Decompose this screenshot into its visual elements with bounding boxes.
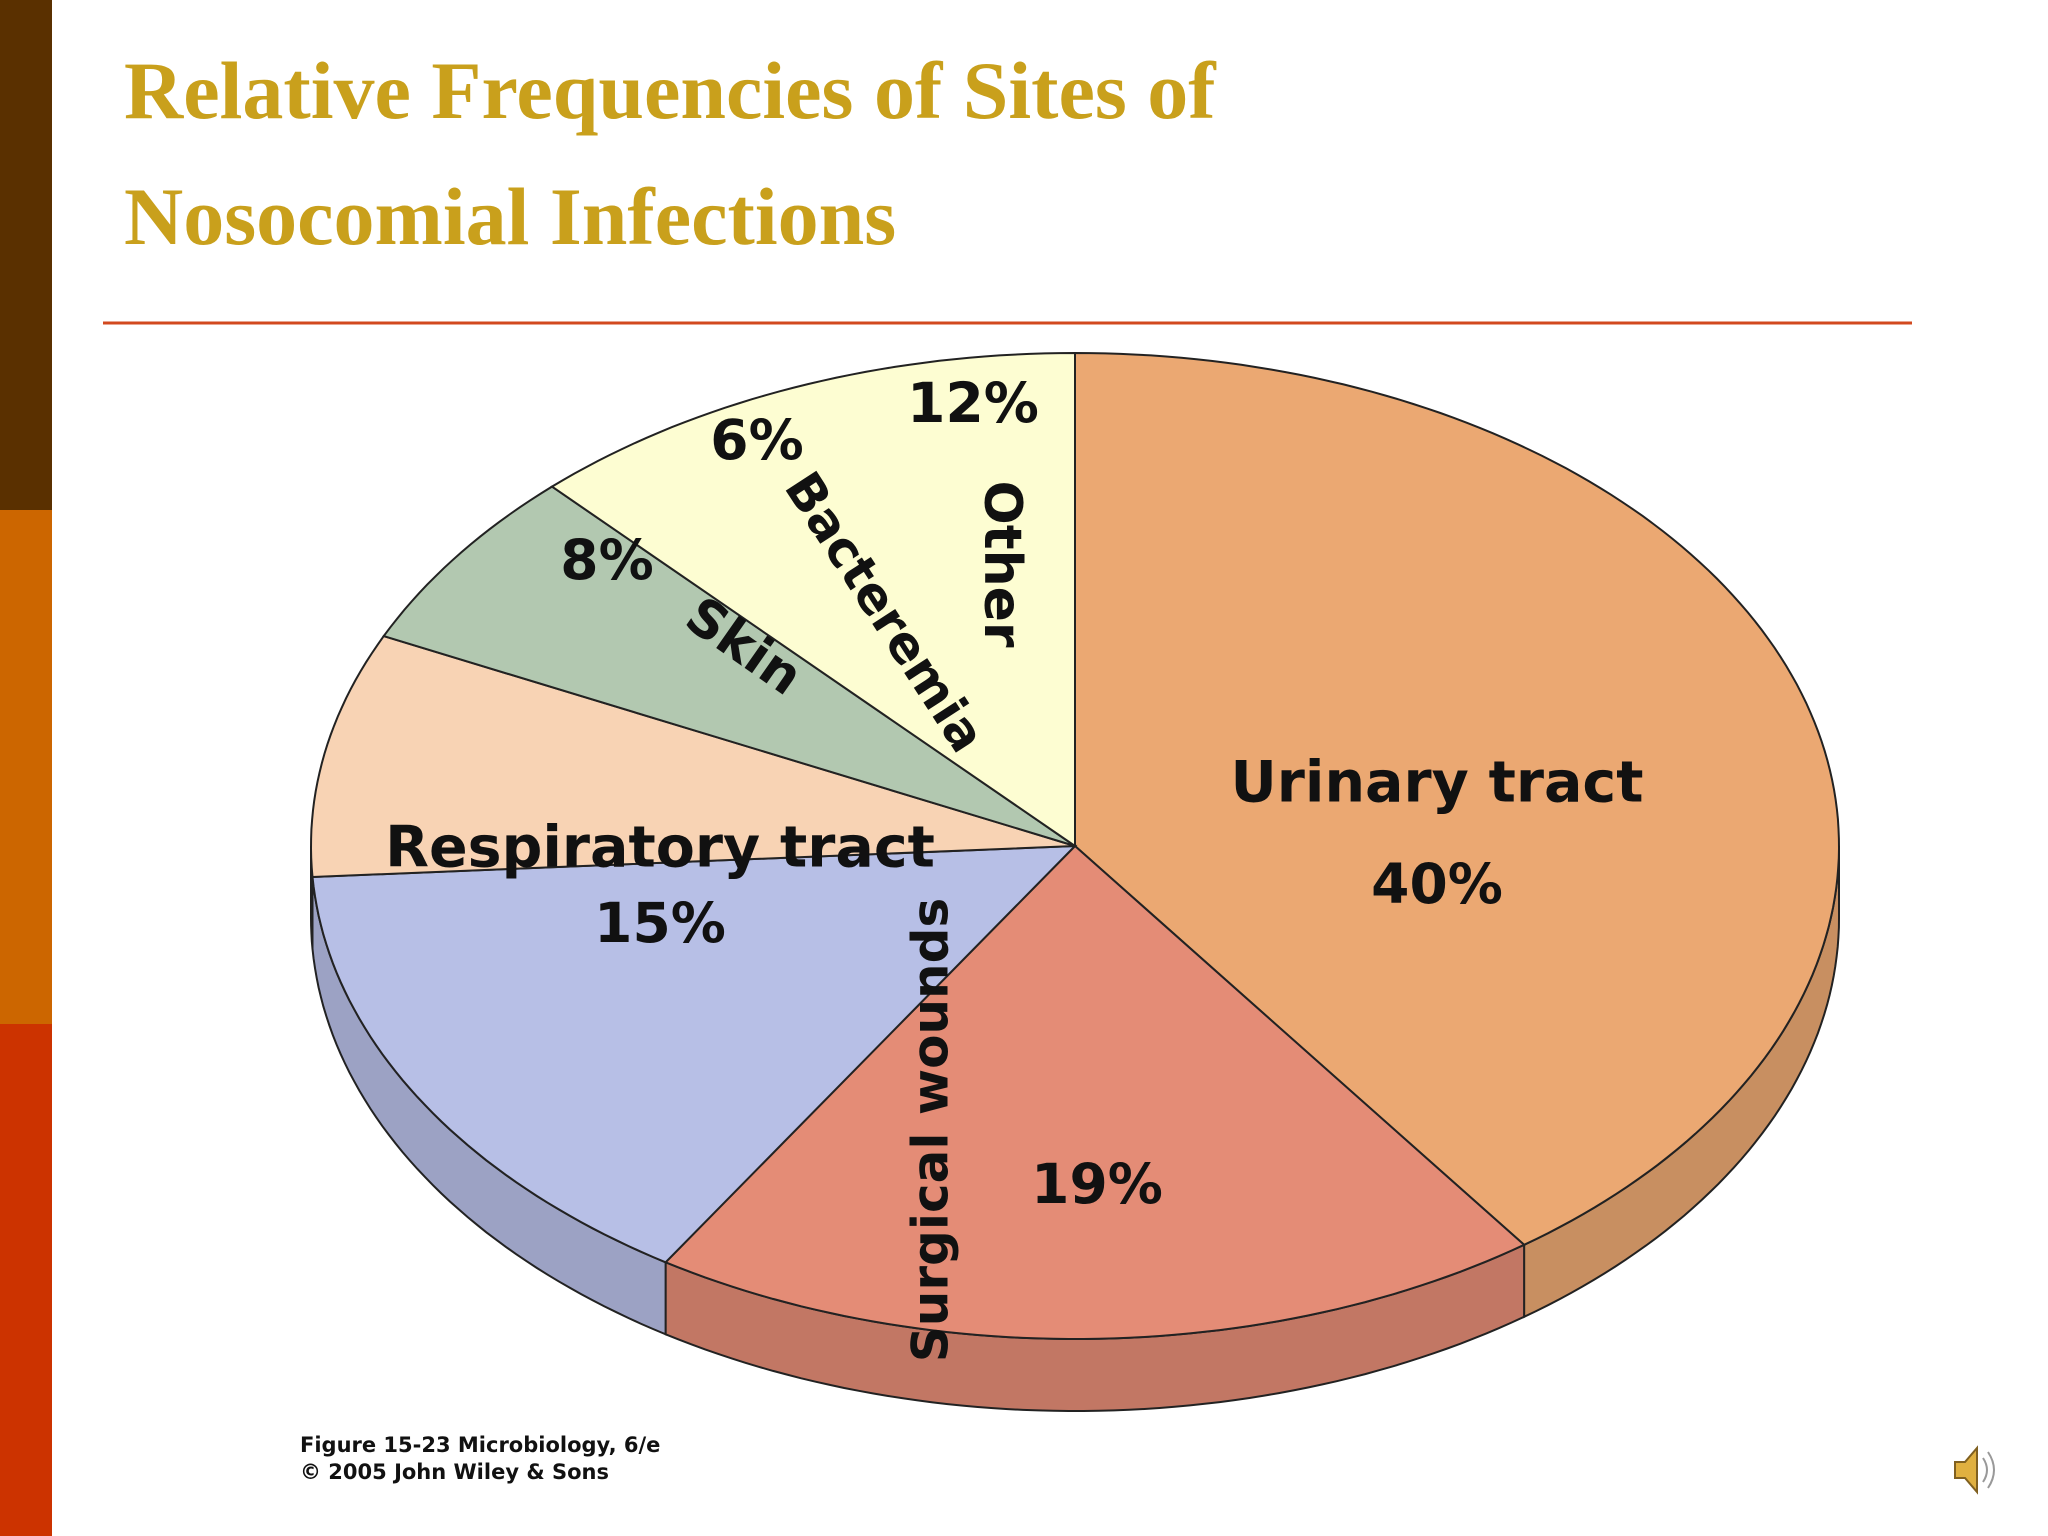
pie-slice (1074, 351, 1841, 1246)
value-label: 19% (1031, 1152, 1163, 1216)
speaker-icon[interactable] (1954, 1445, 1995, 1495)
side-bar (0, 510, 52, 1024)
pie-slice (309, 634, 1076, 879)
side-bar (0, 0, 52, 510)
chart-title: Relative Frequencies of Sites of Nosocom… (124, 45, 1216, 262)
source-line: © 2005 John Wiley & Sons (300, 1460, 609, 1484)
source-line: Figure 15-23 Microbiology, 6/e (300, 1433, 660, 1457)
slice-label: Respiratory tract (385, 815, 935, 881)
slice-label: Urinary tract (1231, 750, 1644, 816)
value-label: 12% (907, 371, 1039, 435)
value-label: 15% (594, 891, 726, 955)
pie-slice (382, 485, 1076, 847)
pie-slice (550, 351, 1076, 848)
value-label: 6% (710, 408, 803, 472)
value-label: 40% (1371, 852, 1503, 916)
pie-slice (311, 844, 1078, 1264)
slice-label: Other (972, 481, 1032, 648)
side-bar (0, 1024, 52, 1536)
pie-slice (663, 844, 1526, 1340)
slice-label: Surgical wounds (902, 898, 960, 1362)
value-label: 8% (560, 528, 653, 592)
